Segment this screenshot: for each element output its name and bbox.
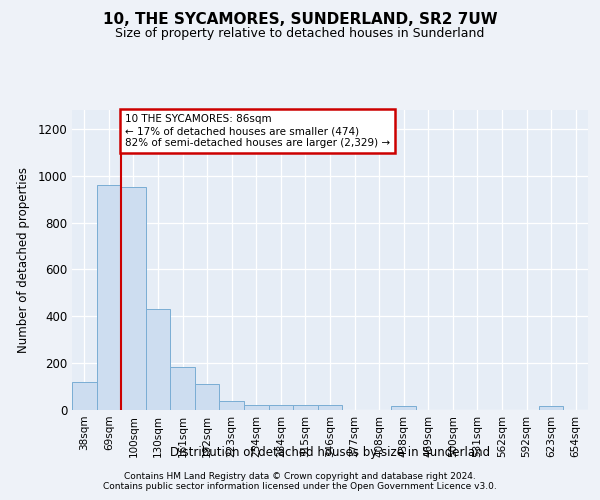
Bar bbox=[293, 406, 318, 410]
Bar bbox=[244, 406, 269, 410]
Text: Contains HM Land Registry data © Crown copyright and database right 2024.: Contains HM Land Registry data © Crown c… bbox=[124, 472, 476, 481]
Bar bbox=[170, 366, 195, 410]
Text: Distribution of detached houses by size in Sunderland: Distribution of detached houses by size … bbox=[170, 446, 490, 459]
Bar bbox=[269, 406, 293, 410]
Bar bbox=[539, 406, 563, 410]
Bar bbox=[195, 384, 220, 410]
Bar bbox=[220, 400, 244, 410]
Y-axis label: Number of detached properties: Number of detached properties bbox=[17, 167, 31, 353]
Text: 10, THE SYCAMORES, SUNDERLAND, SR2 7UW: 10, THE SYCAMORES, SUNDERLAND, SR2 7UW bbox=[103, 12, 497, 28]
Bar bbox=[391, 406, 416, 410]
Bar bbox=[121, 188, 146, 410]
Text: Size of property relative to detached houses in Sunderland: Size of property relative to detached ho… bbox=[115, 28, 485, 40]
Bar bbox=[72, 382, 97, 410]
Bar bbox=[146, 309, 170, 410]
Bar bbox=[318, 406, 342, 410]
Text: 10 THE SYCAMORES: 86sqm
← 17% of detached houses are smaller (474)
82% of semi-d: 10 THE SYCAMORES: 86sqm ← 17% of detache… bbox=[125, 114, 390, 148]
Bar bbox=[97, 185, 121, 410]
Text: Contains public sector information licensed under the Open Government Licence v3: Contains public sector information licen… bbox=[103, 482, 497, 491]
